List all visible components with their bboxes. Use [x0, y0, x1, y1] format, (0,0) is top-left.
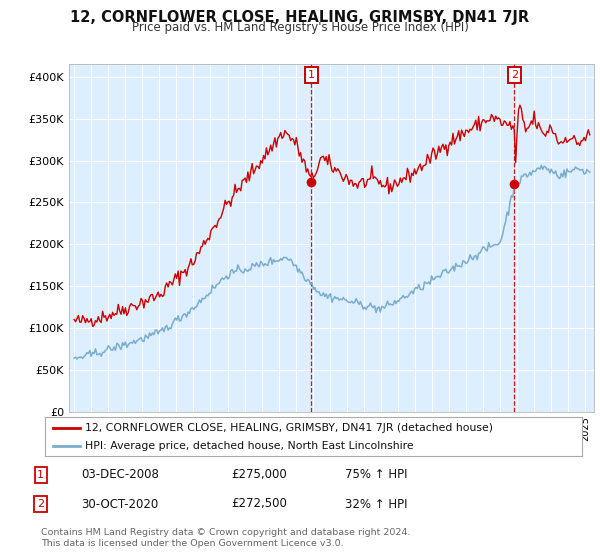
Text: 30-OCT-2020: 30-OCT-2020	[81, 497, 158, 511]
Text: 2: 2	[511, 70, 518, 80]
Text: 1: 1	[37, 470, 44, 480]
Text: £275,000: £275,000	[231, 468, 287, 482]
Text: 75% ↑ HPI: 75% ↑ HPI	[345, 468, 407, 482]
Text: Price paid vs. HM Land Registry's House Price Index (HPI): Price paid vs. HM Land Registry's House …	[131, 21, 469, 34]
Text: 12, CORNFLOWER CLOSE, HEALING, GRIMSBY, DN41 7JR: 12, CORNFLOWER CLOSE, HEALING, GRIMSBY, …	[70, 10, 530, 25]
Text: 12, CORNFLOWER CLOSE, HEALING, GRIMSBY, DN41 7JR (detached house): 12, CORNFLOWER CLOSE, HEALING, GRIMSBY, …	[85, 423, 493, 433]
Text: 2: 2	[37, 499, 44, 509]
Text: HPI: Average price, detached house, North East Lincolnshire: HPI: Average price, detached house, Nort…	[85, 441, 414, 451]
Text: 32% ↑ HPI: 32% ↑ HPI	[345, 497, 407, 511]
Text: Contains HM Land Registry data © Crown copyright and database right 2024.
This d: Contains HM Land Registry data © Crown c…	[41, 528, 410, 548]
Text: 03-DEC-2008: 03-DEC-2008	[81, 468, 159, 482]
Text: 1: 1	[308, 70, 315, 80]
Text: £272,500: £272,500	[231, 497, 287, 511]
